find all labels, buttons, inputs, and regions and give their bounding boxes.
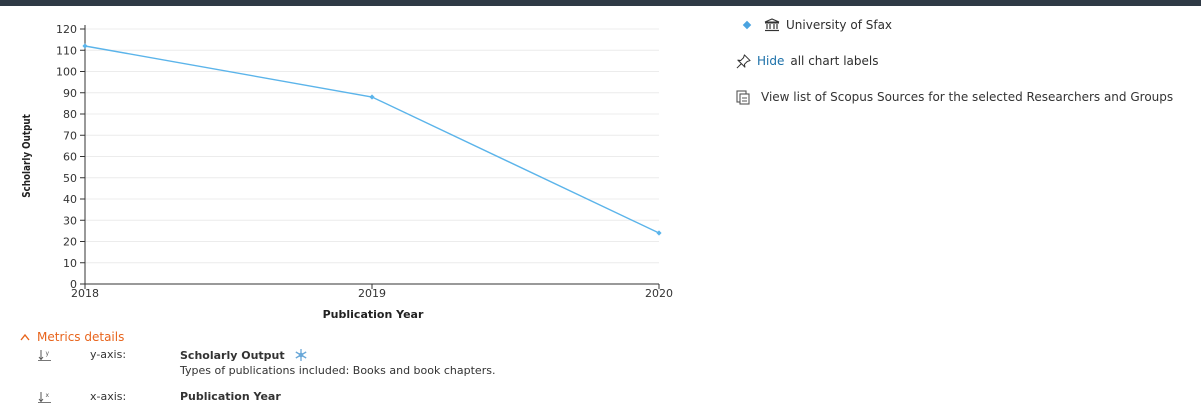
- chart-labels-toggle: Hide all chart labels: [736, 52, 878, 70]
- chart-axes: [80, 25, 660, 289]
- scopus-sources-link[interactable]: View list of Scopus Sources for the sele…: [736, 88, 1173, 106]
- top-bar: [0, 0, 1201, 6]
- y-axis-key: y-axis:: [90, 348, 127, 361]
- document-icon: [736, 89, 750, 105]
- institution-icon: [764, 18, 780, 32]
- sort-axis-icon: x: [38, 392, 51, 403]
- y-axis-metric-title: Scholarly Output: [180, 348, 285, 362]
- x-axis-key: x-axis:: [90, 390, 127, 403]
- hide-labels-link[interactable]: Hide: [757, 54, 785, 68]
- y-tick-label: 20: [63, 236, 77, 249]
- data-point: [369, 94, 375, 100]
- y-axis-label: Scholarly Output: [21, 114, 33, 198]
- x-tick-labels: 2018 2019 2020: [71, 287, 673, 300]
- y-tick-label: 100: [56, 66, 77, 79]
- y-tick-label: 80: [63, 108, 77, 121]
- chart-grid: [85, 28, 659, 264]
- y-axis-metric-description: Types of publications included: Books an…: [180, 364, 496, 377]
- y-tick-label: 120: [56, 23, 77, 36]
- y-tick-label: 50: [63, 172, 77, 185]
- chart-legend: University of Sfax: [742, 16, 892, 34]
- y-tick-labels: 0 10 20 30 40 50 60 70 80 90 100 110 120: [56, 23, 77, 291]
- legend-item[interactable]: University of Sfax: [742, 16, 892, 34]
- x-tick-label: 2020: [645, 287, 673, 300]
- y-tick-label: 90: [63, 87, 77, 100]
- y-tick-label: 30: [63, 214, 77, 227]
- scopus-sources-link-label: View list of Scopus Sources for the sele…: [761, 90, 1174, 104]
- metrics-details-label: Metrics details: [37, 330, 125, 344]
- y-tick-label: 40: [63, 193, 77, 206]
- chevron-up-icon: [20, 333, 30, 341]
- sort-axis-icon: y: [38, 350, 51, 361]
- x-tick-label: 2018: [71, 287, 99, 300]
- y-tick-label: 60: [63, 151, 77, 164]
- x-axis-label: Publication Year: [323, 308, 424, 321]
- y-tick-label: 110: [56, 44, 77, 57]
- y-tick-label: 10: [63, 257, 77, 270]
- metrics-details-toggle[interactable]: Metrics details: [20, 330, 124, 344]
- x-axis-metric-name: Publication Year: [180, 390, 281, 403]
- y-axis-metric-name: Scholarly Output: [180, 348, 308, 362]
- data-point: [656, 230, 662, 236]
- snowflake-icon[interactable]: [294, 348, 308, 362]
- legend-item-label: University of Sfax: [786, 18, 893, 32]
- hide-labels-text: all chart labels: [790, 54, 879, 68]
- svg-text:y: y: [46, 350, 50, 357]
- series-line: [84, 45, 660, 234]
- y-tick-label: 70: [63, 129, 77, 142]
- data-point: [82, 43, 88, 49]
- plot-area: [82, 43, 662, 236]
- x-tick-label: 2019: [358, 287, 386, 300]
- svg-text:x: x: [46, 392, 50, 399]
- y-tick-label: 0: [70, 278, 77, 291]
- line-chart: 0 10 20 30 40 50 60 70 80 90 100 110 120 2018 2019 202…: [21, 23, 673, 321]
- pin-icon: [736, 53, 751, 68]
- series-marker: [742, 20, 752, 30]
